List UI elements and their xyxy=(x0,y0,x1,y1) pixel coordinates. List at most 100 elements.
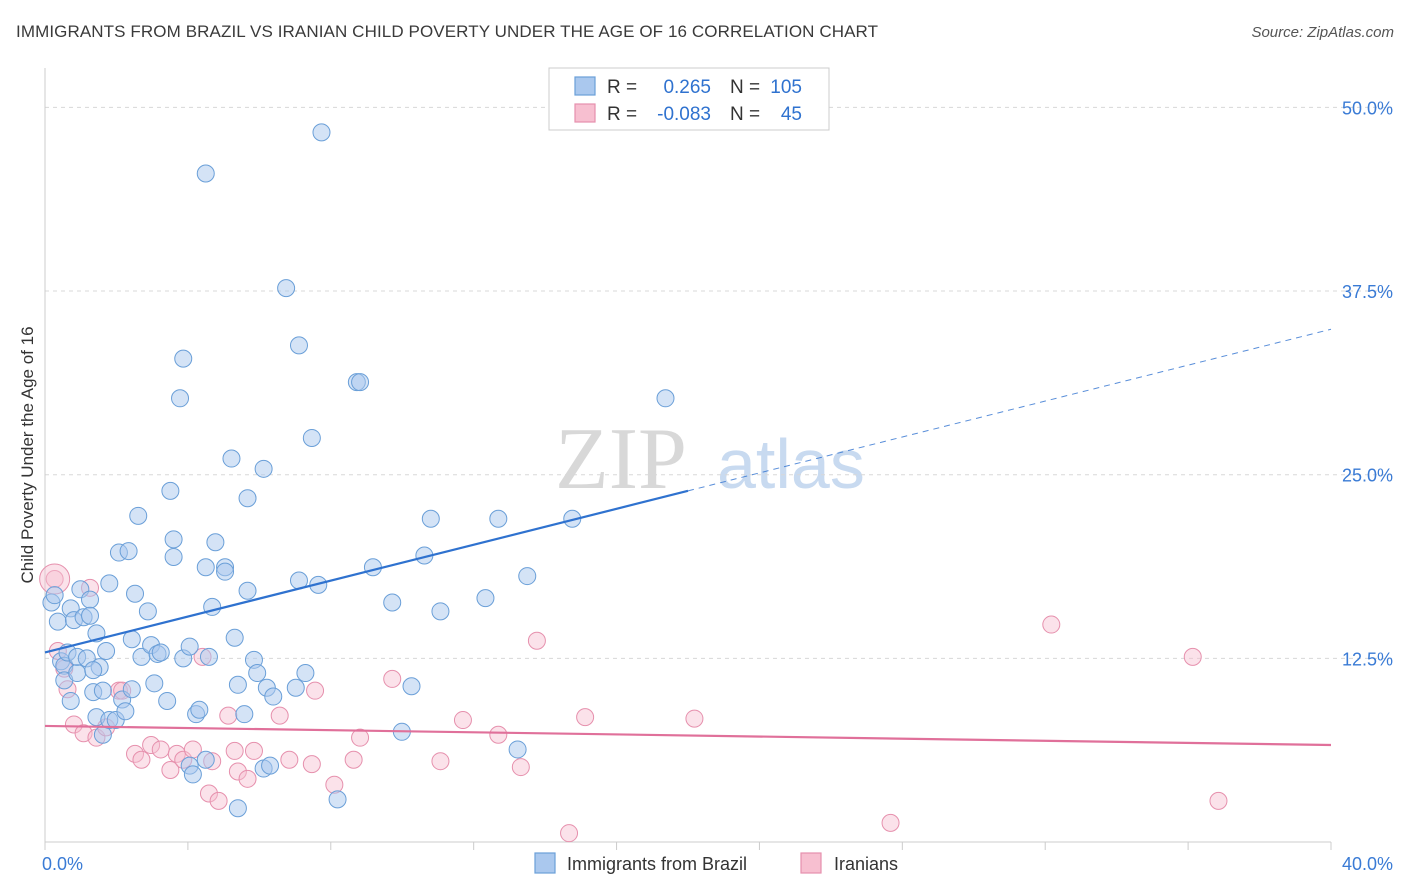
brazil-point xyxy=(174,349,193,368)
brazil-trend-line xyxy=(44,489,689,654)
iran-point xyxy=(527,631,546,650)
brazil-point xyxy=(216,562,235,581)
brazil-point xyxy=(228,675,247,694)
brazil-point xyxy=(81,590,100,609)
iran-point xyxy=(270,706,289,725)
brazil-point xyxy=(97,642,116,660)
bottom-legend-iran-swatch xyxy=(800,852,822,874)
y-tick-label: 37.5% xyxy=(1342,282,1393,302)
brazil-point xyxy=(489,509,508,528)
brazil-point xyxy=(238,489,257,508)
brazil-point xyxy=(164,547,183,566)
brazil-point xyxy=(476,589,495,608)
brazil-point xyxy=(171,389,190,408)
bottom-legend: Immigrants from Brazil Iranians xyxy=(534,852,898,874)
iran-point xyxy=(685,709,704,728)
brazil-point xyxy=(158,691,177,710)
iran-point xyxy=(209,791,228,810)
legend-brazil-r-label: R = xyxy=(607,77,637,98)
iran-point xyxy=(453,711,472,730)
brazil-point xyxy=(312,123,331,142)
x-tick-label: 40.0% xyxy=(1342,854,1393,874)
legend-brazil-n-label: N = xyxy=(730,77,760,98)
legend-iran-n-value: 45 xyxy=(781,104,802,125)
iran-point xyxy=(225,741,244,760)
brazil-point xyxy=(119,542,138,561)
legend-iran-r-label: R = xyxy=(607,104,637,125)
brazil-point xyxy=(206,533,225,552)
brazil-point xyxy=(68,664,87,683)
brazil-point xyxy=(93,681,112,700)
y-tick-label: 50.0% xyxy=(1342,98,1393,118)
iran-point xyxy=(325,775,344,794)
iran-point xyxy=(351,728,370,747)
iran-point xyxy=(280,750,299,769)
brazil-point xyxy=(161,481,180,500)
brazil-point xyxy=(656,389,675,408)
iran-point xyxy=(306,681,325,700)
brazil-point xyxy=(286,678,305,697)
brazil-point xyxy=(164,530,183,549)
iran-point xyxy=(161,761,180,780)
iran-point xyxy=(881,813,900,832)
brazil-point xyxy=(48,612,67,631)
iran-point xyxy=(511,758,530,777)
iran-point xyxy=(576,708,595,727)
brazil-point xyxy=(508,740,527,759)
iran-point xyxy=(489,725,508,744)
stats-legend: R = 0.265 N = 105 R = -0.083 N = 45 xyxy=(548,67,830,131)
iran-trend-line xyxy=(44,724,1332,747)
brazil-point xyxy=(328,790,347,809)
brazil-point xyxy=(289,336,308,355)
brazil-point xyxy=(61,691,80,710)
brazil-point xyxy=(225,628,244,647)
brazil-point xyxy=(421,509,440,528)
legend-brazil-r-value: 0.265 xyxy=(663,77,711,98)
brazil-point xyxy=(45,586,64,605)
brazil-point xyxy=(199,647,218,666)
brazil-point xyxy=(402,677,421,696)
iran-point xyxy=(238,769,257,788)
iran-point xyxy=(244,741,263,760)
brazil-point xyxy=(196,558,215,577)
brazil-point xyxy=(222,449,241,468)
brazil-point xyxy=(116,702,135,721)
bottom-legend-brazil-label: Immigrants from Brazil xyxy=(567,854,747,874)
brazil-point xyxy=(351,373,370,392)
brazil-point xyxy=(138,602,157,621)
iran-point xyxy=(219,706,238,725)
brazil-point xyxy=(235,705,254,724)
iran-point xyxy=(1042,615,1061,634)
brazil-point xyxy=(145,674,164,693)
iran-point xyxy=(228,762,247,781)
iran-point xyxy=(151,740,170,759)
iran-point xyxy=(1209,791,1228,810)
iran-point xyxy=(1183,647,1202,666)
x-tick-label: 0.0% xyxy=(42,854,83,874)
brazil-point xyxy=(190,700,209,719)
brazil-point xyxy=(254,459,273,478)
iran-point xyxy=(302,755,321,774)
brazil-point xyxy=(180,637,199,656)
brazil-point xyxy=(151,643,170,662)
iran-point xyxy=(431,752,450,771)
watermark-atlas: atlas xyxy=(717,425,865,503)
brazil-point xyxy=(81,606,100,625)
brazil-point xyxy=(248,664,267,683)
iran-point xyxy=(132,750,151,769)
brazil-point xyxy=(84,661,103,680)
watermark-zip: ZIP xyxy=(555,411,687,508)
y-tick-label: 12.5% xyxy=(1342,649,1393,669)
brazil-point xyxy=(122,630,141,649)
bottom-legend-brazil-swatch xyxy=(534,852,556,874)
brazil-point xyxy=(183,765,202,784)
brazil-point xyxy=(100,574,119,593)
source-label: Source: ZipAtlas.com xyxy=(1251,24,1394,41)
brazil-point xyxy=(431,602,450,621)
brazil-point xyxy=(261,756,280,775)
brazil-point xyxy=(228,799,247,818)
brazil-point xyxy=(129,506,148,525)
iran-point xyxy=(199,784,218,803)
legend-iran-swatch xyxy=(574,103,596,123)
